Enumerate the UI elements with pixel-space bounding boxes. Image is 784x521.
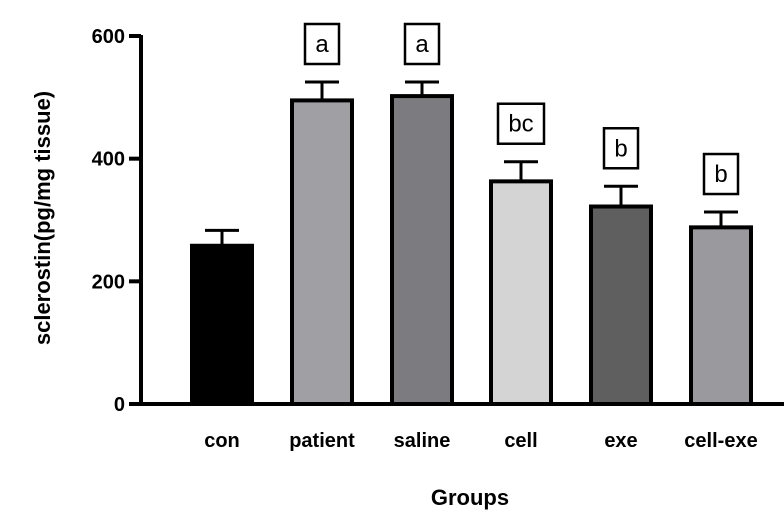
y-tick-label: 200 <box>92 271 125 293</box>
significance-label: b <box>614 135 627 162</box>
bar-patient <box>290 98 354 407</box>
bar-cell-exe <box>689 225 753 406</box>
x-tick-label: exe <box>604 430 637 452</box>
y-tick-label: 600 <box>92 26 125 48</box>
bars <box>190 94 753 407</box>
bar-con <box>190 243 254 406</box>
significance-box <box>303 22 341 66</box>
significance-label: a <box>415 31 429 58</box>
bar-saline <box>390 94 454 407</box>
significance-label: b <box>714 161 727 188</box>
y-axis-title: sclerostin(pg/mg tissue) <box>30 91 55 345</box>
error-bars <box>205 80 738 246</box>
significance-label: bc <box>508 111 533 138</box>
significance-box <box>496 102 546 145</box>
x-tick-label: saline <box>394 430 451 452</box>
tick-labels: 0 200 400 600 <box>92 26 125 416</box>
x-tick-label: cell-exe <box>684 430 757 452</box>
significance-box <box>702 152 740 196</box>
significance-labels: a a bc b b <box>303 22 740 196</box>
y-tick-label: 0 <box>114 394 125 416</box>
bar-exe <box>589 204 653 406</box>
bar-cell <box>489 179 553 406</box>
significance-box <box>602 127 640 170</box>
x-tick-label: patient <box>289 430 355 452</box>
significance-box <box>403 22 441 66</box>
x-axis-title: Groups <box>431 485 509 510</box>
x-tick-label: cell <box>504 430 537 452</box>
x-tick-label: con <box>204 430 240 452</box>
y-tick-label: 400 <box>92 149 125 171</box>
significance-label: a <box>315 31 329 58</box>
category-labels: con patient saline cell exe cell-exe <box>204 430 757 452</box>
